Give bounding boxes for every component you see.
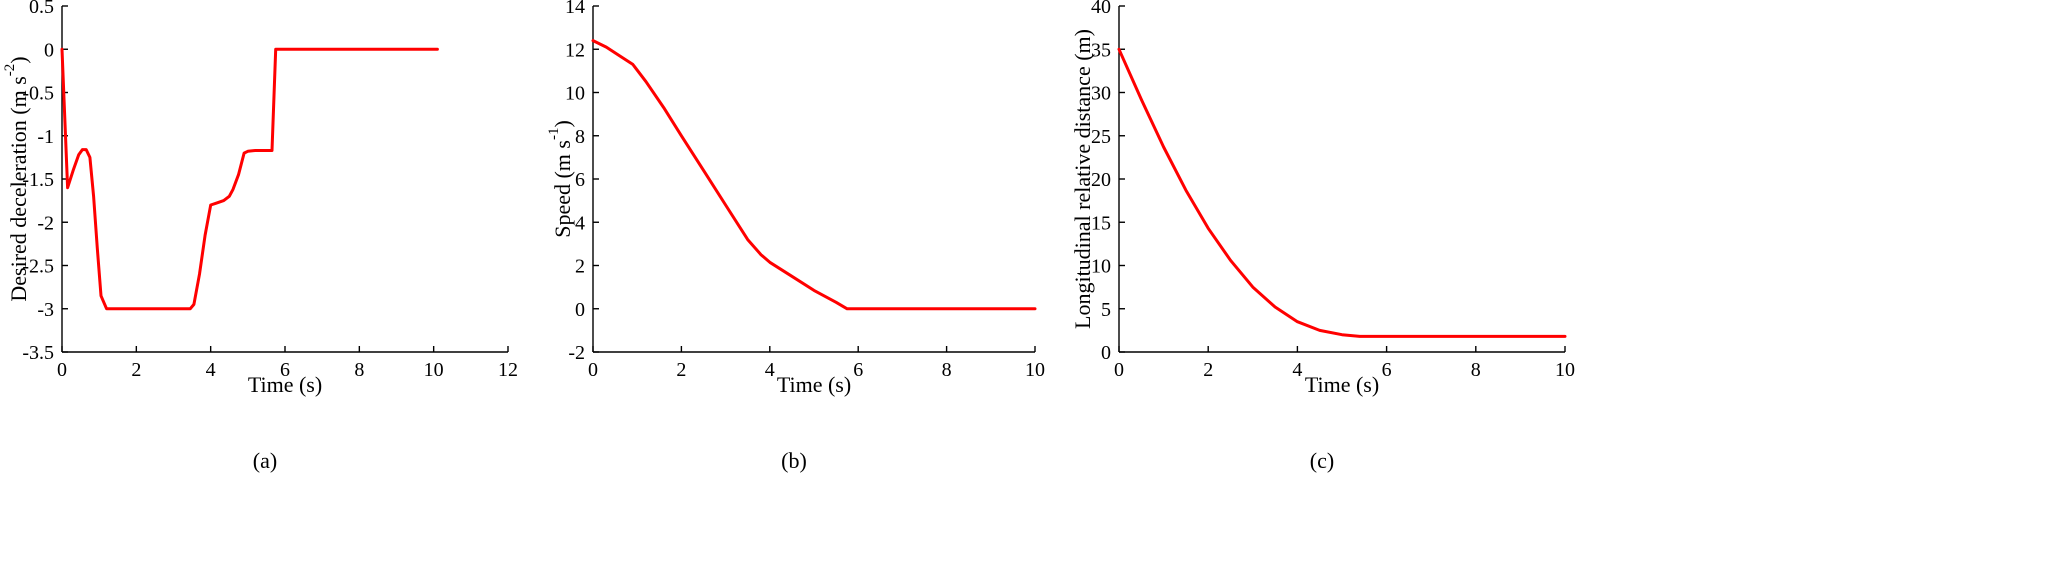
series-line — [591, 39, 1037, 311]
y-axis-label-main: Speed (m s — [550, 140, 575, 238]
y-tick-label: 0.5 — [29, 0, 54, 18]
x-tick-label: 6 — [853, 359, 863, 381]
x-tick-label: 0 — [588, 359, 598, 381]
chart-panel-c: 0 2 4 6 8 10 0 5 10 15 20 25 30 35 40 Time (s) Longitudi… — [1070, 0, 1576, 473]
y-tick-label: 40 — [1091, 0, 1111, 18]
y-axis-label-suffix: ) — [550, 120, 575, 127]
x-tick-label: 8 — [354, 359, 364, 381]
x-tick-label: 0 — [57, 359, 67, 381]
y-axis-label: Speed (m s-1) — [546, 120, 575, 238]
y-tick-label: 14 — [565, 0, 585, 18]
x-tick-label: 4 — [765, 359, 775, 381]
y-tick-label: 15 — [1091, 212, 1111, 234]
y-tick-label: -3.5 — [22, 342, 54, 364]
x-tick-label: 2 — [676, 359, 686, 381]
y-axis-label: Longitudinal relative distance (m) — [1070, 29, 1095, 329]
x-tick-label: 12 — [498, 359, 518, 381]
chart-panel-a: 0 2 4 6 8 10 12 -3.5 -3 -2.5 -2 -1.5 -1 -0.5 0 0.5 Time … — [2, 0, 518, 473]
x-axis-label: Time (s) — [1305, 372, 1379, 397]
x-tick-label: 10 — [424, 359, 444, 381]
y-axis-label-suffix: ) — [6, 56, 31, 63]
y-tick-label: -2 — [37, 212, 54, 234]
y-tick-label: 0 — [44, 39, 54, 61]
x-tick-label: 4 — [206, 359, 216, 381]
y-tick-label: 30 — [1091, 83, 1111, 105]
y-tick-label: -3 — [37, 299, 54, 321]
y-tick-label: -1.5 — [22, 169, 54, 191]
x-tick-label: 10 — [1025, 359, 1045, 381]
x-tick-label: 4 — [1292, 359, 1302, 381]
y-tick-label: 10 — [1091, 256, 1111, 278]
y-tick-label: 25 — [1091, 126, 1111, 148]
y-tick-label: -2.5 — [22, 256, 54, 278]
panel-label: (a) — [253, 448, 277, 473]
y-tick-label: 4 — [575, 212, 585, 234]
y-axis-label-main: Desired deceleration (m s — [6, 76, 31, 301]
y-tick-label: -2 — [568, 342, 585, 364]
y-tick-label: 12 — [565, 39, 585, 61]
x-tick-label: 10 — [1555, 359, 1575, 381]
x-tick-label: 2 — [1203, 359, 1213, 381]
y-tick-label: -0.5 — [22, 83, 54, 105]
panel-label: (c) — [1310, 448, 1334, 473]
x-tick-label: 6 — [280, 359, 290, 381]
y-tick-label: 0 — [575, 299, 585, 321]
y-axis-label-main: Longitudinal relative distance (m) — [1070, 29, 1095, 329]
y-tick-label: -1 — [37, 126, 54, 148]
x-tick-label: 0 — [1114, 359, 1124, 381]
y-tick-label: 2 — [575, 256, 585, 278]
x-tick-label: 8 — [942, 359, 952, 381]
x-tick-label: 8 — [1471, 359, 1481, 381]
y-axis-label-sup: -1 — [546, 128, 562, 141]
y-tick-label: 35 — [1091, 39, 1111, 61]
panel-label: (b) — [781, 448, 807, 473]
y-tick-label: 0 — [1101, 342, 1111, 364]
y-tick-label: 20 — [1091, 169, 1111, 191]
x-tick-label: 2 — [131, 359, 141, 381]
y-tick-label: 6 — [575, 169, 585, 191]
y-tick-label: 5 — [1101, 299, 1111, 321]
y-tick-label: 8 — [575, 126, 585, 148]
y-axis-label: Desired deceleration (m s-2) — [2, 56, 31, 301]
x-tick-label: 6 — [1382, 359, 1392, 381]
series-line — [60, 47, 439, 311]
series-line — [1117, 47, 1567, 338]
y-tick-label: 10 — [565, 83, 585, 105]
x-axis-label: Time (s) — [777, 372, 851, 397]
y-axis-label-sup: -2 — [2, 64, 18, 77]
x-axis-label: Time (s) — [248, 372, 322, 397]
